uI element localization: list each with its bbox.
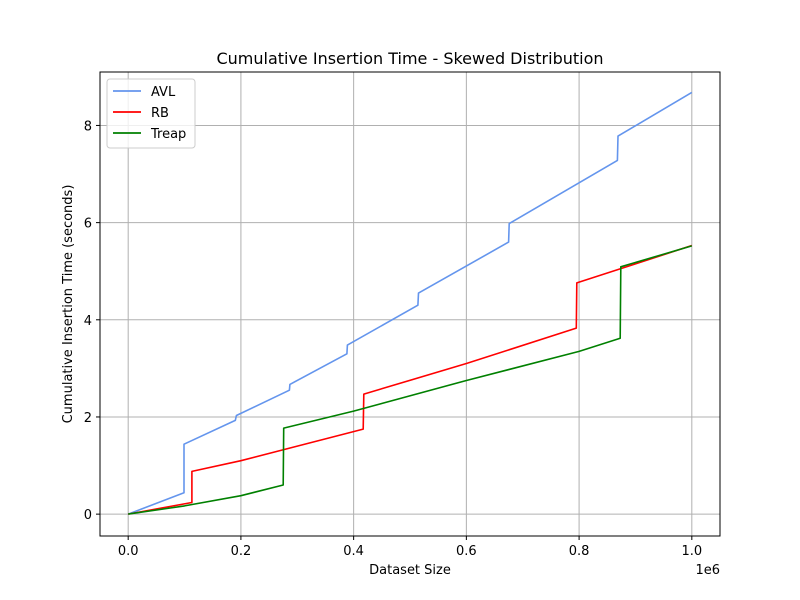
x-tick-label: 0.0 — [118, 544, 139, 559]
legend-label-rb: RB — [151, 106, 169, 121]
x-tick-label: 0.6 — [456, 544, 477, 559]
x-tick-label: 0.4 — [343, 544, 364, 559]
legend: AVL RB Treap — [106, 78, 196, 149]
legend-box — [106, 78, 196, 149]
series-line-avl — [127, 91, 693, 515]
series-line-treap — [128, 245, 693, 515]
x-tick-label: 0.2 — [231, 544, 252, 559]
x-axis-label: Dataset Size — [369, 563, 451, 578]
y-tick-label: 0 — [84, 508, 92, 523]
legend-label-avl: AVL — [151, 85, 176, 100]
y-tick-label: 8 — [84, 119, 92, 134]
chart-title: Cumulative Insertion Time - Skewed Distr… — [216, 49, 603, 68]
series-lines — [127, 91, 693, 515]
y-tick-label: 4 — [84, 314, 92, 329]
y-axis-label: Cumulative Insertion Time (seconds) — [61, 185, 76, 424]
series-line-rb — [128, 244, 693, 515]
axis-ticks: 0.0 0.2 0.4 0.6 0.8 1.0 0 2 4 6 8 — [84, 119, 702, 559]
x-tick-label: 0.8 — [569, 544, 590, 559]
legend-label-treap: Treap — [150, 127, 186, 142]
y-tick-label: 6 — [84, 217, 92, 232]
x-offset-label: 1e6 — [695, 563, 720, 578]
grid — [100, 72, 720, 536]
y-tick-label: 2 — [84, 411, 92, 426]
x-tick-label: 1.0 — [681, 544, 702, 559]
plot-frame — [99, 71, 721, 537]
